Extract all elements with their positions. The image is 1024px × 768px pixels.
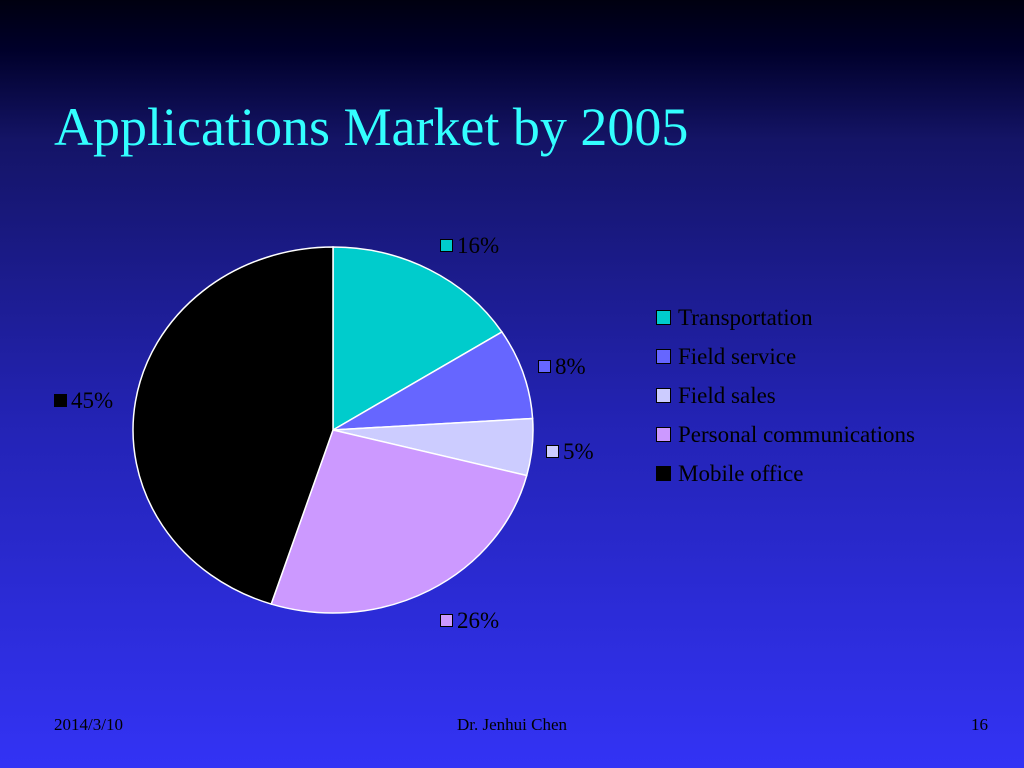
pie-slice-mobile-office xyxy=(132,246,334,605)
legend-label: Field sales xyxy=(678,382,776,408)
data-label-transportation: 16% xyxy=(440,234,499,257)
data-label-text: 45% xyxy=(71,388,114,413)
legend-swatch xyxy=(656,427,671,442)
legend-item-transportation: Transportation xyxy=(656,298,915,337)
chart-legend: Transportation Field service Field sales Pe… xyxy=(656,298,915,493)
pie-slice-personal-communications xyxy=(270,429,528,614)
legend-item-mobile-office: Mobile office xyxy=(656,454,915,493)
legend-item-personal-communications: Personal communications xyxy=(656,415,915,454)
pie-slice-transportation xyxy=(332,246,503,432)
legend-label: Mobile office xyxy=(678,460,804,486)
pie-slice-field-service xyxy=(332,330,534,431)
data-label-swatch xyxy=(440,614,453,627)
data-label-text: 26% xyxy=(457,608,500,633)
footer-author: Dr. Jenhui Chen xyxy=(456,715,568,734)
legend-item-field-sales: Field sales xyxy=(656,376,915,415)
data-label-swatch xyxy=(440,239,453,252)
data-label-swatch xyxy=(538,360,551,373)
data-label-swatch xyxy=(546,445,559,458)
data-label-text: 8% xyxy=(555,354,586,379)
legend-swatch xyxy=(656,388,671,403)
data-label-text: 16% xyxy=(457,233,500,258)
legend-label: Transportation xyxy=(678,304,813,330)
data-label-swatch xyxy=(54,394,67,407)
legend-swatch xyxy=(656,466,671,481)
legend-swatch xyxy=(656,349,671,364)
data-label-field-sales: 5% xyxy=(546,440,594,463)
footer-date: 2014/3/10 xyxy=(54,715,123,734)
slide-title: Applications Market by 2005 xyxy=(54,97,689,157)
legend-item-field-service: Field service xyxy=(656,337,915,376)
legend-label: Personal communications xyxy=(678,421,915,447)
legend-label: Field service xyxy=(678,343,797,369)
footer-page-number: 16 xyxy=(971,715,988,734)
data-label-personal-communications: 26% xyxy=(440,609,499,632)
data-label-text: 5% xyxy=(563,439,594,464)
legend-swatch xyxy=(656,310,671,325)
data-label-field-service: 8% xyxy=(538,355,586,378)
data-label-mobile-office: 45% xyxy=(54,389,113,412)
